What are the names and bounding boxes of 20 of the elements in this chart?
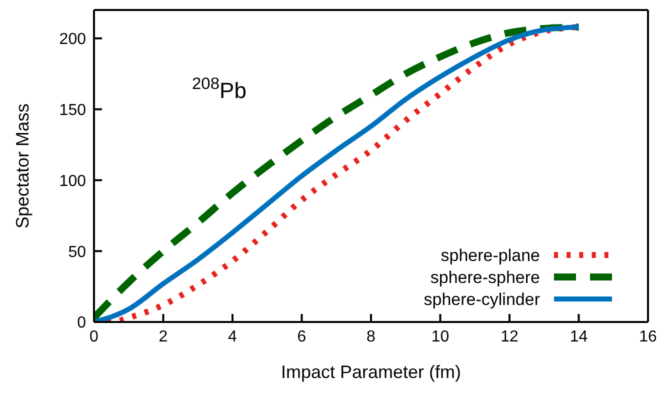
x-tick-label: 6: [297, 328, 306, 346]
y-axis-title: Spectator Mass: [12, 103, 32, 229]
x-tick-label: 4: [228, 328, 238, 346]
x-tick-label: 14: [570, 328, 588, 346]
annotation: $^{208}$Pb: [192, 75, 246, 103]
legend-label: sphere-sphere: [430, 268, 540, 287]
x-tick-label: 10: [431, 328, 450, 346]
y-tick-label: 100: [59, 172, 86, 190]
y-tick-label: 200: [59, 31, 86, 48]
x-axis-title: Impact Parameter (fm): [280, 362, 462, 382]
y-tick-label: 150: [59, 102, 86, 119]
x-tick-label: 2: [158, 328, 168, 346]
y-tick-label: 0: [77, 314, 86, 332]
x-tick-label: 16: [639, 328, 657, 346]
legend-label: sphere-cylinder: [424, 290, 540, 309]
x-tick-label: 8: [366, 328, 376, 346]
x-tick-label: 12: [500, 328, 518, 346]
x-tick-label: 0: [90, 328, 99, 346]
legend-label: sphere-plane: [440, 246, 540, 265]
y-tick-label: 50: [68, 244, 86, 261]
